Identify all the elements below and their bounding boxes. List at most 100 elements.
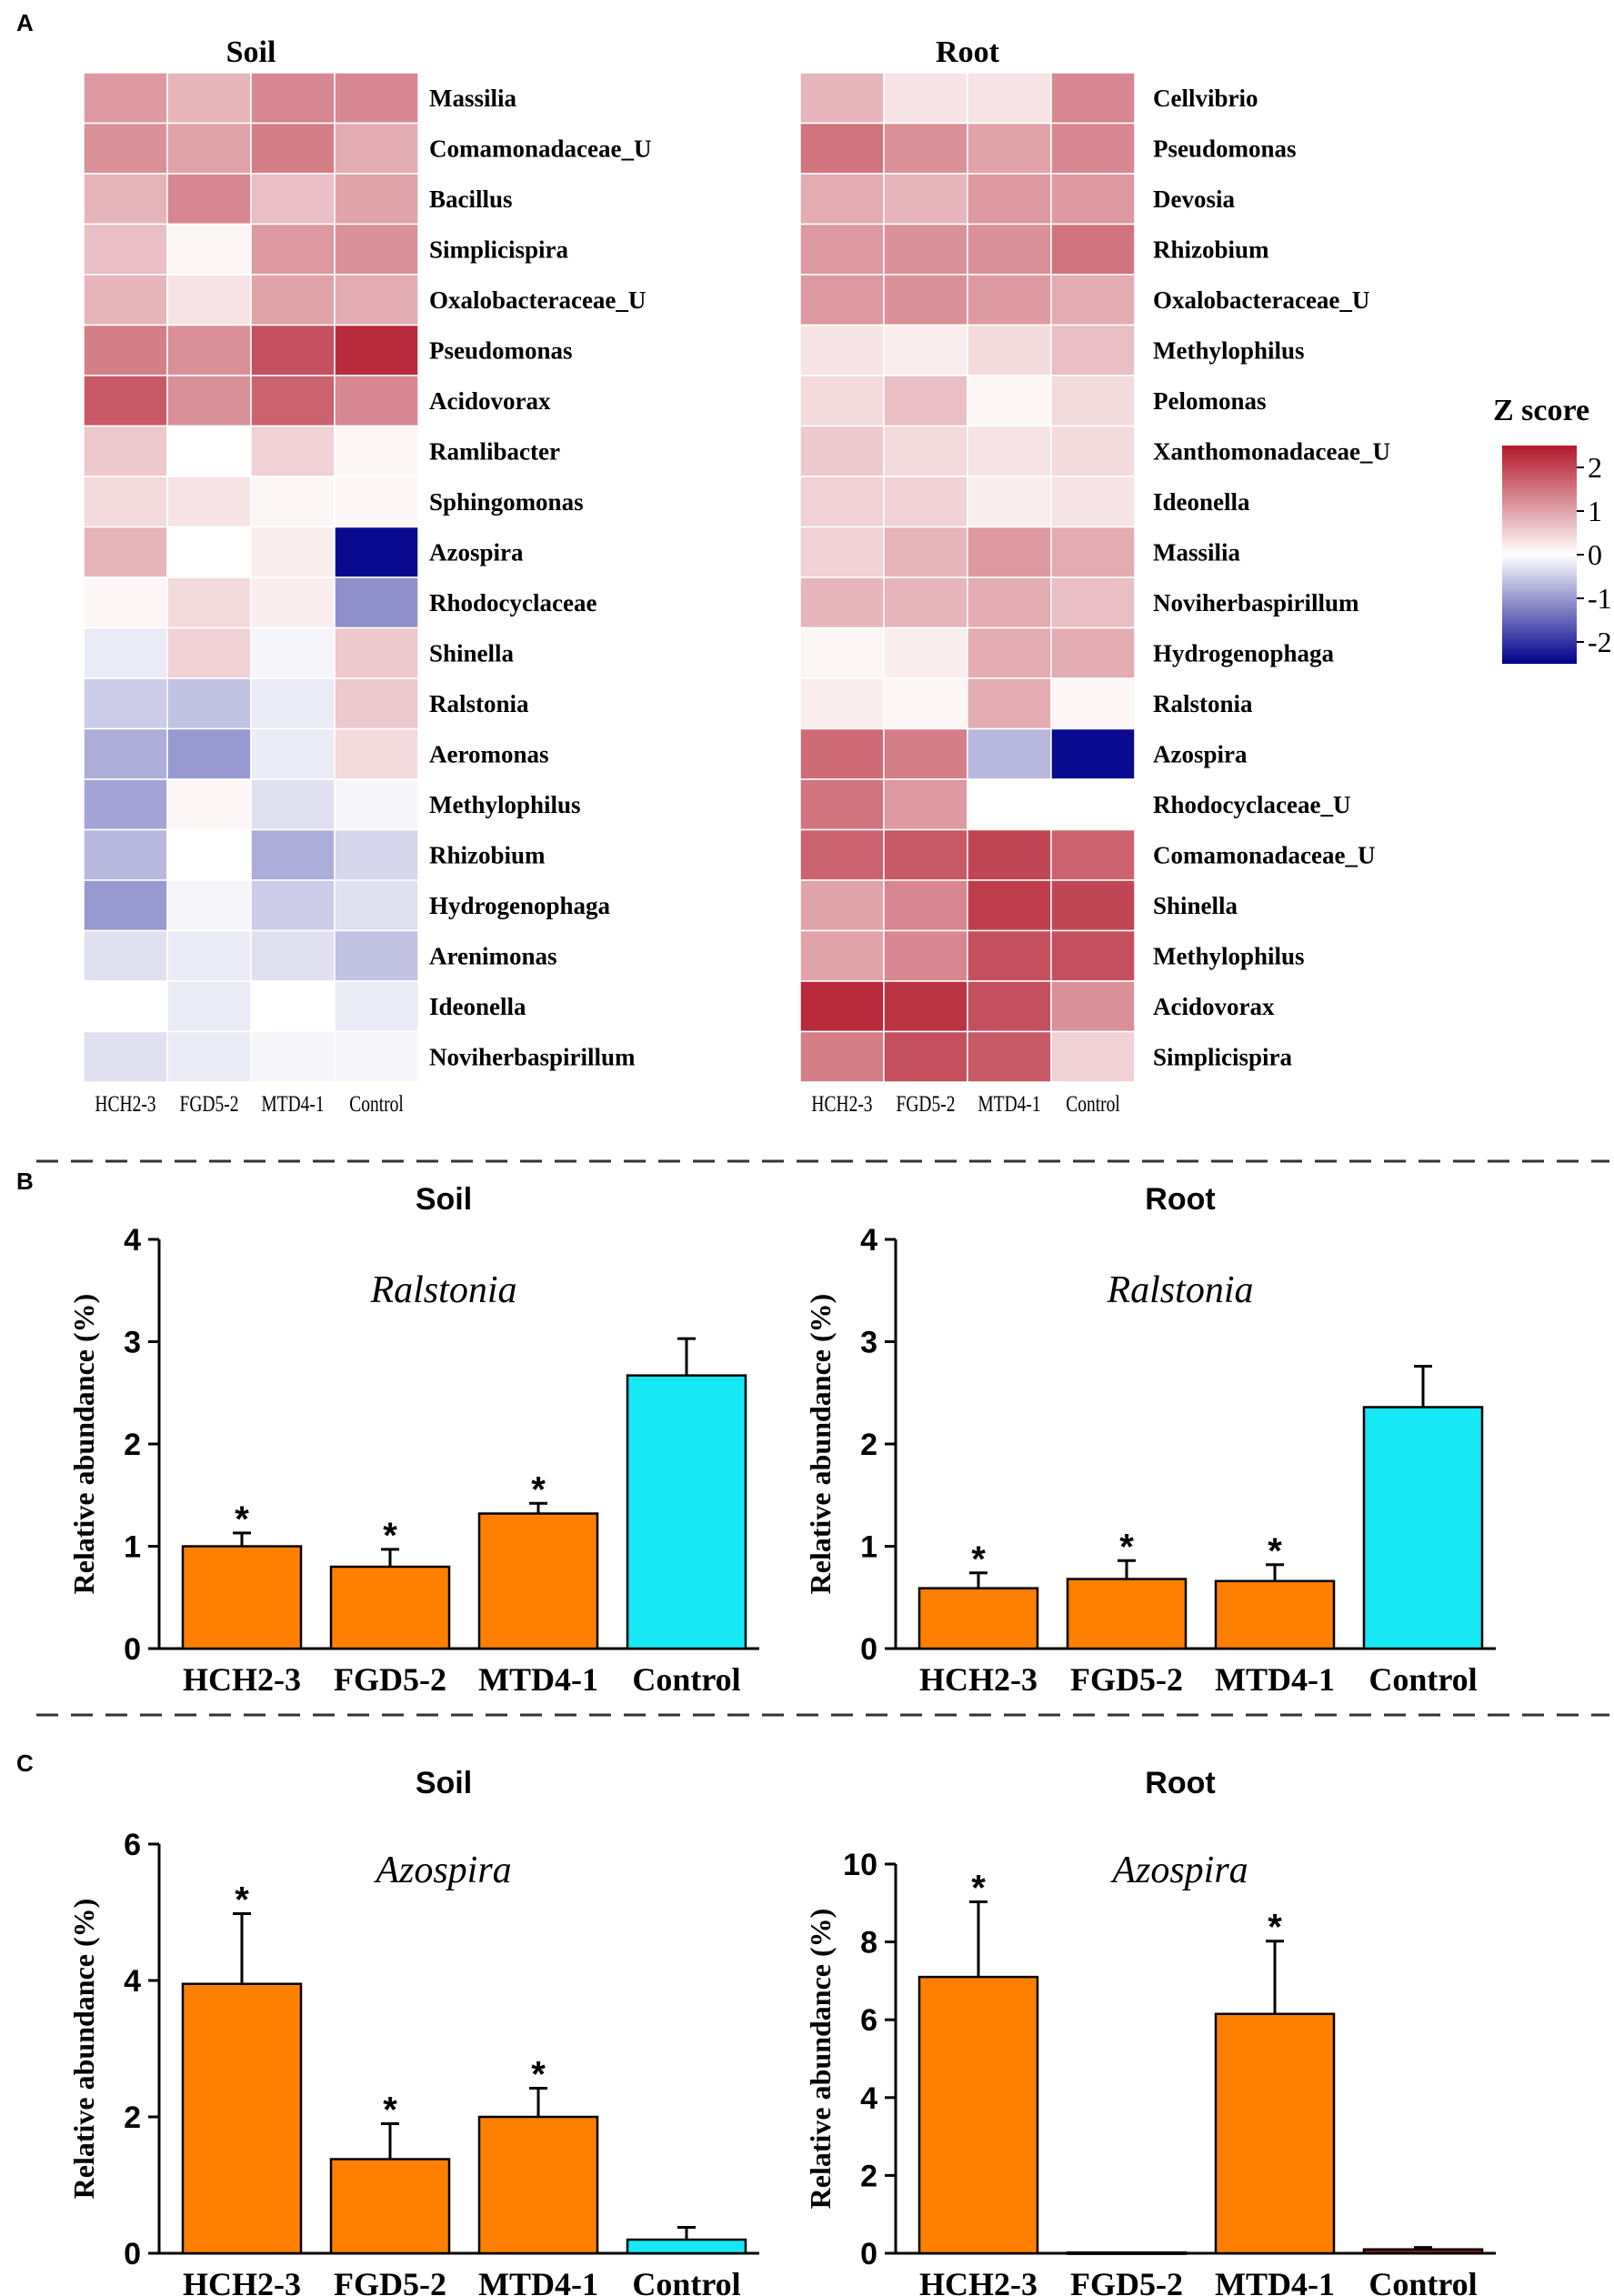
heatmap-cell bbox=[250, 72, 336, 125]
y-tick-label: 2 bbox=[124, 1428, 141, 1462]
bar-control bbox=[1362, 1406, 1484, 1650]
heatmap-row-label: Cellvibrio bbox=[1153, 85, 1258, 112]
heatmap-cell bbox=[250, 425, 336, 477]
heatmap-cell bbox=[799, 727, 885, 780]
heatmap-cell bbox=[250, 577, 336, 629]
heatmap-cell bbox=[166, 980, 252, 1033]
heatmap-cell bbox=[334, 122, 419, 175]
panel-label-c: C bbox=[16, 1750, 34, 1777]
heatmap-cell bbox=[883, 627, 968, 679]
heatmap-cell bbox=[83, 980, 168, 1033]
heatmap-cell bbox=[83, 677, 168, 730]
heatmap-cell bbox=[83, 173, 168, 226]
heatmap-cell bbox=[883, 72, 968, 125]
heatmap-cell bbox=[967, 727, 1052, 780]
heatmap-col-label: HCH2-3 bbox=[95, 1091, 155, 1117]
heatmap-row-label: Oxalobacteraceae_U bbox=[429, 286, 646, 314]
heatmap-cell bbox=[250, 375, 336, 427]
bar-control bbox=[1362, 2248, 1484, 2255]
heatmap-cell bbox=[967, 173, 1052, 226]
heatmap-title: Root bbox=[936, 35, 1000, 69]
bar-mtd4-1 bbox=[477, 1512, 599, 1650]
y-tick-label: 4 bbox=[860, 2081, 877, 2116]
heatmap-cell bbox=[334, 375, 419, 427]
heatmap-cell bbox=[883, 476, 968, 528]
heatmap-cell bbox=[967, 476, 1052, 528]
heatmap-cell bbox=[250, 476, 336, 528]
heatmap-cell bbox=[799, 274, 885, 326]
heatmap-cell bbox=[799, 72, 885, 125]
significance-marker: * bbox=[235, 1499, 249, 1539]
heatmap-cell bbox=[166, 627, 252, 679]
heatmap-cell bbox=[1050, 274, 1136, 326]
heatmap-row-label: Shinella bbox=[1153, 892, 1238, 919]
heatmap-row-label: Arenimonas bbox=[429, 942, 557, 969]
heatmap-cell bbox=[1050, 929, 1136, 982]
heatmap-cell bbox=[799, 577, 885, 629]
heatmap-cell bbox=[1050, 476, 1136, 528]
y-tick-label: 3 bbox=[124, 1326, 141, 1360]
heatmap-cell bbox=[250, 828, 336, 881]
heatmap-row-label: Methylophilus bbox=[1153, 942, 1305, 969]
y-tick-label: 1 bbox=[860, 1530, 877, 1565]
heatmap-cell bbox=[166, 425, 252, 477]
heatmap-row-label: Ideonella bbox=[1153, 488, 1250, 516]
x-tick-label: MTD4-1 bbox=[1215, 1661, 1335, 1698]
heatmap-cell bbox=[799, 122, 885, 175]
heatmap-cell bbox=[967, 223, 1052, 276]
heatmap-soil: Soil Massilia Comamonadaceae_U Bacillus Simp… bbox=[83, 35, 651, 1117]
heatmap-col-label: FGD5-2 bbox=[180, 1091, 239, 1117]
heatmap-cell bbox=[1050, 375, 1136, 427]
heatmap-row-label: Pseudomonas bbox=[429, 336, 573, 364]
heatmap-cell bbox=[83, 879, 168, 932]
heatmap-row-label: Bacillus bbox=[429, 185, 513, 213]
heatmap-cell bbox=[967, 828, 1052, 881]
significance-marker: * bbox=[383, 1516, 397, 1556]
heatmap-cell bbox=[334, 173, 419, 226]
y-axis-label: Relative abundance (%) bbox=[67, 1899, 100, 2200]
heatmap-row-label: Azospira bbox=[429, 538, 524, 566]
heatmap-cell bbox=[334, 274, 419, 326]
heatmap-row-label: Oxalobacteraceae_U bbox=[1153, 286, 1369, 314]
zscore-tick-label: 0 bbox=[1588, 538, 1602, 571]
y-tick-label: 0 bbox=[124, 2237, 141, 2271]
heatmap-cell bbox=[334, 425, 419, 477]
bar-fgd5-2 bbox=[1066, 2251, 1188, 2255]
heatmap-row-label: Noviherbaspirillum bbox=[1153, 589, 1359, 617]
heatmap-cell bbox=[799, 627, 885, 679]
heatmap-cell bbox=[334, 627, 419, 679]
heatmap-cell bbox=[1050, 727, 1136, 780]
heatmap-cell bbox=[799, 375, 885, 427]
chart-title: Root bbox=[1145, 1766, 1215, 1800]
y-tick-label: 2 bbox=[124, 2100, 141, 2135]
chart-subtitle: Azospira bbox=[1109, 1850, 1248, 1891]
heatmap-row-label: Simplicispira bbox=[1153, 1043, 1293, 1070]
heatmap-cell bbox=[166, 72, 252, 125]
bar-control bbox=[626, 2238, 747, 2255]
chart-title: Root bbox=[1145, 1182, 1215, 1217]
heatmap-cell bbox=[883, 778, 968, 831]
heatmap-cell bbox=[883, 677, 968, 730]
significance-marker: * bbox=[531, 2055, 546, 2095]
y-tick-label: 4 bbox=[860, 1223, 877, 1258]
heatmap-cell bbox=[967, 929, 1052, 982]
y-tick-label: 0 bbox=[124, 1632, 141, 1667]
heatmap-cell bbox=[967, 1030, 1052, 1083]
y-tick-label: 2 bbox=[860, 1428, 877, 1462]
y-tick-label: 4 bbox=[124, 1223, 141, 1258]
heatmap-cell bbox=[883, 727, 968, 780]
heatmap-row-label: Methylophilus bbox=[429, 791, 581, 818]
x-tick-label: FGD5-2 bbox=[334, 2266, 446, 2296]
y-axis-label: Relative abundance (%) bbox=[804, 1909, 837, 2210]
heatmap-cell bbox=[334, 72, 419, 125]
heatmap-col-label: Control bbox=[349, 1091, 404, 1117]
x-tick-label: MTD4-1 bbox=[478, 1661, 598, 1698]
heatmap-cell bbox=[1050, 828, 1136, 881]
x-tick-label: FGD5-2 bbox=[1070, 1661, 1183, 1698]
heatmap-cell bbox=[883, 375, 968, 427]
heatmap-title: Soil bbox=[226, 35, 276, 69]
bar-hch2-3 bbox=[917, 1587, 1039, 1650]
heatmap-cell bbox=[334, 980, 419, 1033]
